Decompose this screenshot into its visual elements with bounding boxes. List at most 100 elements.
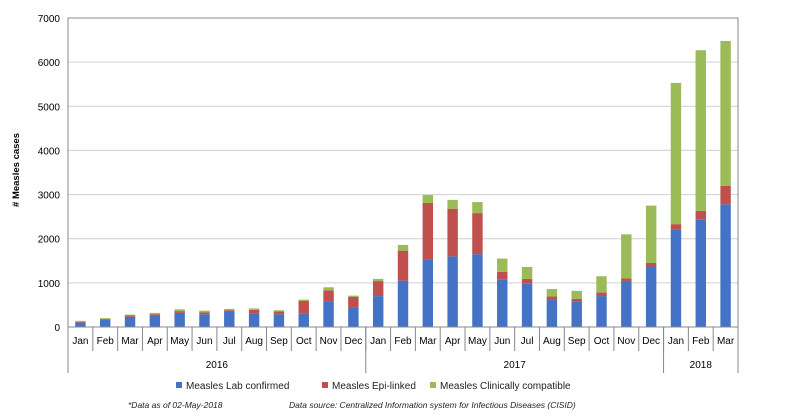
bar-segment-epi: [273, 311, 285, 315]
bar-segment-clinical: [621, 234, 632, 279]
bar-segment-lab: [348, 307, 359, 327]
bar-segment-epi: [621, 278, 632, 282]
legend-label: Measles Lab confirmed: [186, 381, 289, 392]
bar-segment-epi: [695, 210, 706, 220]
bar-segment-lab: [323, 301, 334, 327]
x-tick-label: Nov: [320, 336, 338, 347]
bar-segment-lab: [174, 312, 185, 327]
bar-segment-epi: [645, 262, 657, 267]
bar-segment-lab: [149, 315, 161, 327]
bar-segment-lab: [546, 300, 558, 327]
bar-segment-clinical: [75, 320, 86, 322]
bar-segment-clinical: [720, 40, 731, 186]
bar-segment-clinical: [596, 276, 607, 293]
bar-segment-epi: [174, 311, 185, 313]
bar-segment-epi: [348, 296, 359, 308]
x-tick-label: Jul: [223, 336, 236, 347]
legend-swatch: [322, 382, 328, 388]
x-tick-label: Oct: [296, 336, 312, 347]
bar-segment-clinical: [695, 50, 706, 211]
x-tick-label: Aug: [245, 336, 263, 347]
x-tick-label: Jun: [196, 336, 212, 347]
bar-segment-clinical: [100, 318, 111, 320]
bar-segment-lab: [273, 314, 285, 327]
x-tick-label: Mar: [419, 336, 437, 347]
bar-segment-lab: [521, 283, 533, 327]
bar-segment-lab: [224, 311, 235, 327]
bar-segment-clinical: [645, 205, 657, 263]
bar-segment-clinical: [670, 82, 682, 225]
plot-area-border: [67, 17, 739, 328]
bar-segment-epi: [248, 309, 260, 314]
bar-segment-lab: [75, 322, 86, 327]
bar-segment-clinical: [224, 308, 235, 311]
bar-segment-lab: [124, 316, 136, 327]
bar-segment-clinical: [124, 314, 136, 316]
legend: Measles Lab confirmed Measles Epi-linked M…: [176, 381, 571, 392]
bar-segment-epi: [447, 208, 458, 257]
bar-segment-clinical: [397, 244, 409, 251]
x-tick-label: Nov: [617, 336, 635, 347]
legend-swatch: [176, 382, 182, 388]
x-tick-label: Oct: [594, 336, 610, 347]
x-tick-label: Apr: [445, 336, 461, 347]
x-tick-label: May: [468, 336, 487, 347]
bar-segment-clinical: [521, 266, 533, 279]
x-tick-label: May: [170, 336, 189, 347]
bar-segment-epi: [397, 250, 409, 281]
bar-segment-clinical: [298, 299, 309, 301]
bar-segment-lab: [645, 266, 657, 327]
x-tick-label: Mar: [717, 336, 735, 347]
bar-segment-epi: [546, 296, 558, 301]
bar-segment-lab: [199, 314, 210, 327]
bar-segment-clinical: [497, 258, 508, 272]
bar-segment-epi: [224, 310, 235, 312]
x-tick-label: Jun: [494, 336, 510, 347]
x-tick-label: Dec: [642, 336, 660, 347]
data-source: Data source: Centralized Information sys…: [289, 400, 576, 410]
bar-segment-lab: [621, 281, 632, 327]
x-tick-label: Jan: [370, 336, 386, 347]
year-label: 2018: [690, 360, 713, 371]
bar-segment-lab: [497, 279, 508, 327]
bar-segment-epi: [571, 298, 582, 302]
x-tick-label: Jan: [72, 336, 88, 347]
x-tick-label: Jul: [521, 336, 534, 347]
y-axis-label: # Measles cases: [11, 133, 22, 207]
bar-segment-epi: [75, 321, 86, 323]
legend-label: Measles Epi-linked: [332, 381, 416, 392]
bar-segment-epi: [149, 314, 161, 316]
y-tick-label: 3000: [38, 191, 61, 202]
bar-segment-epi: [372, 281, 384, 297]
bar-segment-lab: [447, 256, 458, 327]
axes: 0 1000 2000 3000 4000 5000 6000 7000 Jan Feb Mar Ap…: [38, 14, 739, 373]
bar-segment-epi: [670, 224, 682, 230]
bars: [75, 40, 731, 327]
year-label: 2017: [504, 360, 527, 371]
bar-segment-lab: [100, 319, 111, 327]
year-label: 2016: [206, 360, 229, 371]
x-tick-label: Apr: [147, 336, 163, 347]
gridlines: [68, 17, 738, 284]
bar-segment-epi: [422, 202, 434, 260]
bar-segment-lab: [372, 296, 384, 327]
y-tick-label: 7000: [38, 14, 61, 25]
bar-segment-clinical: [248, 308, 260, 310]
bar-segment-clinical: [422, 195, 434, 203]
y-tick-label: 0: [54, 323, 60, 334]
bar-segment-lab: [596, 296, 607, 327]
bar-segment-clinical: [546, 289, 558, 297]
x-tick-label: Sep: [270, 336, 288, 347]
bar-segment-lab: [472, 254, 483, 327]
bar-segment-epi: [199, 312, 210, 315]
bar-segment-clinical: [174, 309, 185, 312]
y-tick-label: 6000: [38, 58, 61, 69]
y-tick-label: 2000: [38, 235, 61, 246]
bar-segment-clinical: [323, 287, 334, 291]
bar-segment-clinical: [447, 199, 458, 209]
bar-segment-epi: [472, 213, 483, 255]
y-tick-label: 5000: [38, 102, 61, 113]
bar-segment-epi: [323, 290, 334, 302]
